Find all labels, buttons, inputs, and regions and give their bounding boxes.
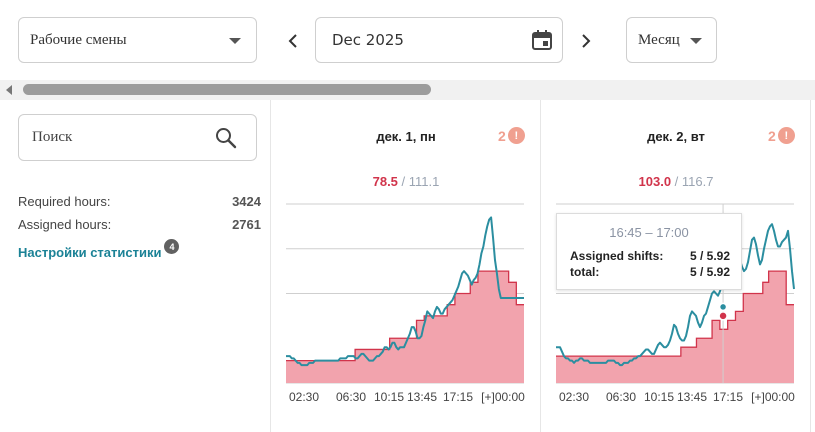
shift-type-select[interactable]: Рабочие смены <box>18 17 257 63</box>
settings-count-badge: 4 <box>164 239 180 254</box>
alert-count: 2 <box>498 127 506 144</box>
day-title: дек. 2, вт <box>647 129 705 144</box>
shift-type-select-value: Рабочие смены <box>30 31 127 48</box>
chevron-right-icon <box>582 34 591 48</box>
warning-icon: ! <box>507 127 525 144</box>
day-hours-summary: 103.0 / 116.7 <box>541 174 811 189</box>
search-icon[interactable] <box>214 126 238 150</box>
assigned-hours: 103.0 <box>638 174 672 189</box>
x-tick-label: 13:45 <box>677 390 707 404</box>
x-tick-label: 10:15 <box>374 390 404 404</box>
required-hours: 111.1 <box>408 174 440 189</box>
x-tick-label: 02:30 <box>559 390 589 404</box>
assigned-hours: 78.5 <box>372 174 398 189</box>
x-tick-label: 02:30 <box>289 390 319 404</box>
required-hours-stat: Required hours: 3424 <box>18 194 261 209</box>
alert-count: 2 <box>768 127 776 144</box>
x-tick-label: [+]00:00 <box>481 390 525 404</box>
tooltip-value: 5 / 5.92 <box>689 265 730 279</box>
required-point[interactable] <box>718 302 728 312</box>
date-value: Dec 2025 <box>332 31 404 49</box>
tooltip-value: 5 / 5.92 <box>689 249 730 263</box>
horizontal-scrollbar[interactable] <box>0 80 815 100</box>
prev-period-button[interactable] <box>283 29 303 53</box>
statistics-settings-link[interactable]: Настройки статистики 4 <box>18 239 180 260</box>
x-tick-label: 17:15 <box>713 390 743 404</box>
tooltip-label: Assigned shifts: <box>570 249 664 263</box>
assigned-area <box>556 271 794 383</box>
required-hours-value: 3424 <box>232 194 261 209</box>
calendar-icon[interactable] <box>531 29 553 51</box>
column-divider <box>270 100 271 432</box>
statistics-settings-label: Настройки статистики <box>18 245 162 260</box>
required-line <box>286 216 524 367</box>
search-placeholder: Поиск <box>32 129 73 145</box>
x-tick-label: [+]00:00 <box>751 390 795 404</box>
required-hours: 116.7 <box>681 174 714 189</box>
search-input[interactable]: Поиск <box>18 114 257 161</box>
x-tick-label: 13:45 <box>407 390 437 404</box>
x-tick-label: 10:15 <box>644 390 674 404</box>
tooltip-time: 16:45 – 17:00 <box>609 225 689 240</box>
day-alert-badge[interactable]: 2 ! <box>498 127 525 144</box>
date-picker-field[interactable]: Dec 2025 <box>315 17 563 63</box>
day-alert-badge[interactable]: 2 ! <box>768 127 795 144</box>
assigned-hours-label: Assigned hours: <box>18 217 112 232</box>
assigned-area <box>286 271 524 383</box>
chevron-down-icon <box>229 38 241 44</box>
assigned-line <box>556 270 794 357</box>
assigned-point[interactable] <box>718 311 728 321</box>
chart-tooltip: 16:45 – 17:00 Assigned shifts: 5 / 5.92 … <box>556 213 742 290</box>
required-line <box>556 223 795 367</box>
assigned-hours-stat: Assigned hours: 2761 <box>18 217 261 232</box>
day-column: дек. 2, вт 2 ! 103.0 / 116.7 02:30 06:30 1… <box>541 100 811 432</box>
warning-icon: ! <box>777 127 795 144</box>
scrollbar-thumb[interactable] <box>23 84 431 95</box>
hours-separator: / <box>671 174 682 189</box>
next-period-button[interactable] <box>576 29 596 53</box>
day-coverage-chart[interactable]: 02:30 06:30 10:15 13:45 17:15 [+]00:00 <box>271 200 541 410</box>
chevron-down-icon <box>690 38 702 44</box>
tooltip-row: Assigned shifts: 5 / 5.92 <box>570 249 730 263</box>
day-coverage-chart[interactable]: 02:30 06:30 10:15 13:45 17:15 [+]00:00 <box>541 200 811 410</box>
tooltip-label: total: <box>570 265 600 279</box>
scroll-left-arrow-icon[interactable] <box>6 85 12 95</box>
period-select[interactable]: Месяц <box>626 17 717 63</box>
assigned-hours-value: 2761 <box>232 217 261 232</box>
column-divider <box>540 100 541 432</box>
x-tick-label: 06:30 <box>606 390 636 404</box>
column-divider <box>810 100 811 432</box>
hours-separator: / <box>397 174 409 189</box>
day-column: дек. 1, пн 2 ! 78.5 / 111.1 02:30 06:30 10… <box>271 100 541 432</box>
x-tick-label: 06:30 <box>336 390 366 404</box>
required-hours-label: Required hours: <box>18 194 111 209</box>
period-select-value: Месяц <box>638 31 680 48</box>
tooltip-row: total: 5 / 5.92 <box>570 265 730 279</box>
day-hours-summary: 78.5 / 111.1 <box>271 174 541 189</box>
x-tick-label: 17:15 <box>443 390 473 404</box>
day-title: дек. 1, пн <box>376 129 436 144</box>
chevron-left-icon <box>288 34 297 48</box>
